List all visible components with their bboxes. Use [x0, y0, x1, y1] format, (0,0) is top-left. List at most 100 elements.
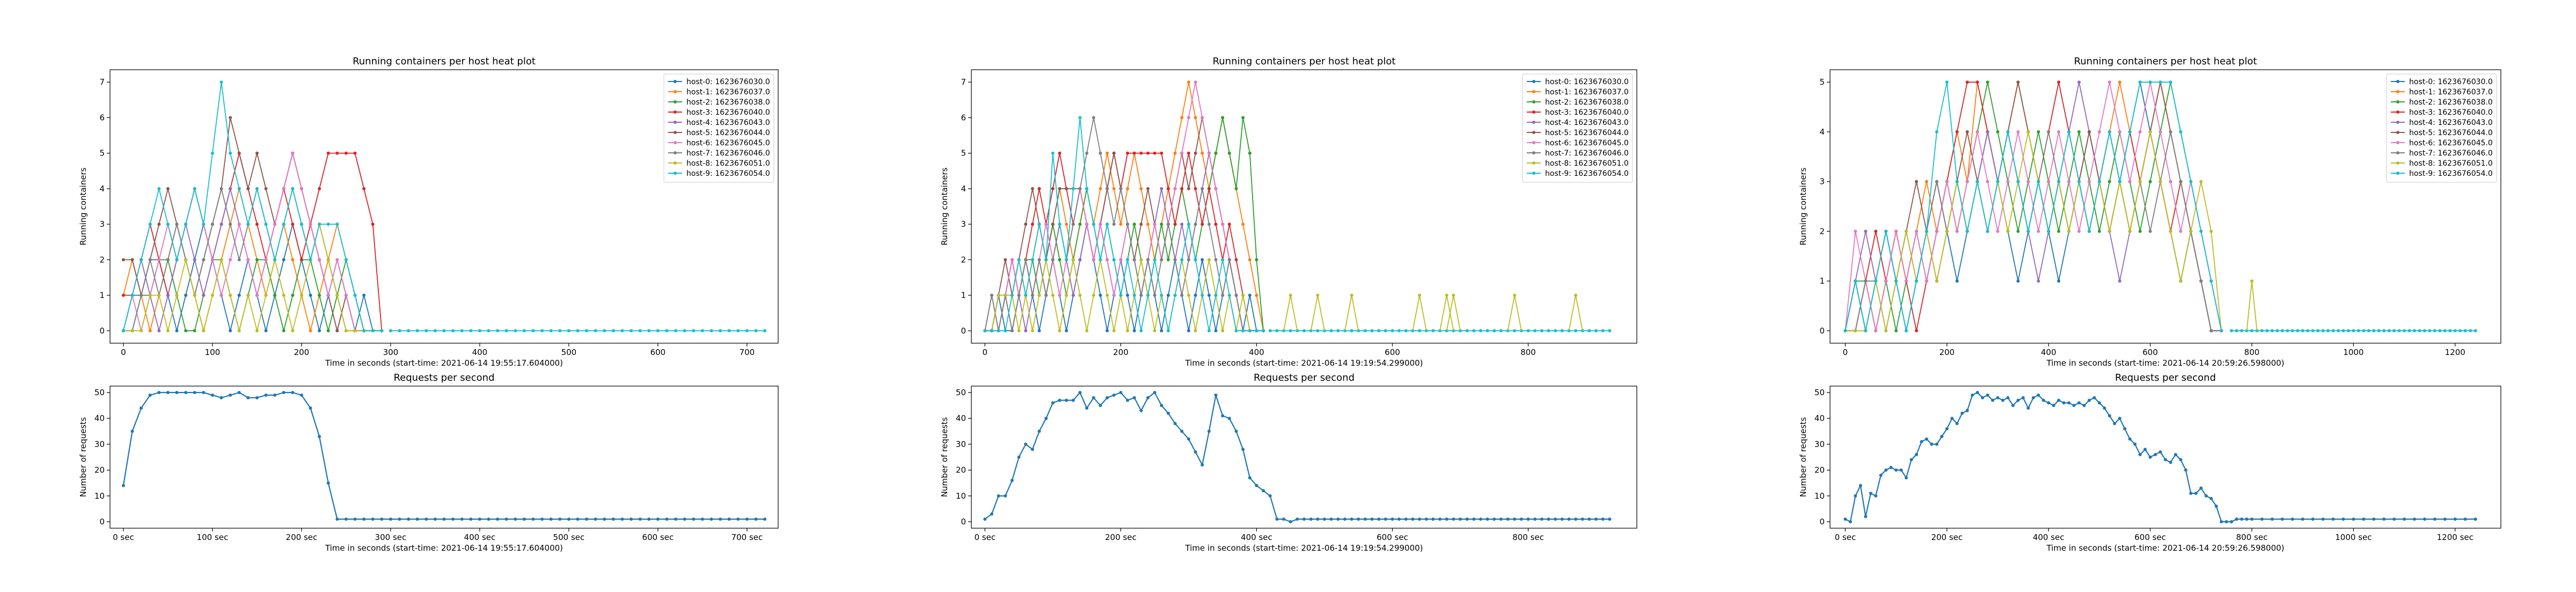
data-point: [1424, 517, 1428, 521]
legend-marker: [674, 80, 677, 83]
data-point: [1119, 391, 1123, 394]
x-tick-label: 0 sec: [975, 532, 996, 542]
idle-point: [2331, 329, 2335, 332]
data-point: [2021, 396, 2025, 399]
data-point: [219, 223, 223, 226]
data-point: [1106, 329, 1109, 332]
data-point: [504, 517, 508, 521]
data-point: [1085, 223, 1089, 226]
data-point: [2209, 230, 2213, 233]
data-point: [2067, 401, 2071, 405]
x-tick-label: 300 sec: [375, 532, 407, 542]
idle-baseline-series: [2230, 279, 2477, 332]
data-point: [1935, 279, 1938, 283]
data-point: [1234, 329, 1238, 332]
data-point: [1955, 279, 1959, 283]
data-point: [2473, 517, 2477, 521]
idle-point: [451, 329, 455, 332]
data-point: [763, 517, 767, 521]
data-point: [237, 391, 241, 394]
data-point: [1173, 258, 1177, 262]
x-axis-label: Time in seconds (start-time: 2021-06-14 …: [2046, 358, 2284, 368]
idle-point: [2275, 329, 2279, 332]
legend-marker: [1532, 131, 1535, 134]
idle-point: [2428, 329, 2432, 332]
plot-frame: [109, 69, 779, 344]
data-point: [1214, 187, 1218, 190]
data-point: [282, 223, 286, 226]
data-point: [2037, 393, 2040, 397]
data-point: [1221, 258, 1225, 262]
idle-point: [398, 329, 401, 332]
data-point: [1044, 293, 1048, 297]
data-point: [1234, 187, 1238, 190]
legend-marker: [1532, 172, 1535, 175]
idle-point: [415, 329, 419, 332]
data-point: [184, 223, 188, 226]
data-point: [415, 517, 419, 521]
data-point: [1017, 258, 1021, 262]
data-point: [237, 293, 241, 297]
data-point: [344, 293, 348, 297]
data-point: [1991, 398, 1994, 402]
data-point: [1241, 293, 1245, 297]
y-axis-label: Running containers: [78, 167, 88, 245]
data-point: [175, 391, 179, 394]
y-tick-label: 20: [1814, 465, 1825, 475]
data-point: [1078, 293, 1082, 297]
legend-marker: [674, 100, 677, 103]
data-point: [2392, 517, 2396, 521]
data-point: [335, 151, 339, 155]
data-point: [1153, 391, 1157, 394]
series-requests: [121, 391, 767, 521]
data-point: [1357, 517, 1360, 521]
idle-point: [1377, 329, 1381, 332]
data-point: [2220, 520, 2223, 523]
data-point: [1207, 430, 1211, 433]
idle-point: [2352, 329, 2355, 332]
x-tick-label: 800 sec: [2236, 532, 2268, 542]
data-point: [1874, 494, 1878, 498]
data-point: [229, 223, 232, 226]
data-point: [2128, 230, 2132, 233]
legend-marker: [2396, 80, 2399, 83]
data-point: [1146, 258, 1150, 262]
data-point: [2047, 401, 2051, 405]
data-point: [1854, 329, 1857, 332]
data-point: [246, 187, 250, 190]
data-point: [1986, 130, 1989, 134]
data-point: [1037, 258, 1041, 262]
x-tick-label: 400 sec: [1241, 532, 1272, 542]
idle-point: [1391, 329, 1394, 332]
data-point: [2123, 427, 2127, 431]
data-point: [1843, 329, 1847, 332]
idle-point: [2240, 329, 2243, 332]
data-point: [1058, 151, 1062, 155]
data-point: [576, 517, 580, 521]
x-tick-label: 0: [1843, 347, 1848, 357]
data-point: [1106, 223, 1109, 226]
data-point: [2016, 130, 2020, 134]
y-tick-label: 10: [1814, 491, 1825, 501]
data-point: [202, 293, 206, 297]
data-point: [2372, 517, 2376, 521]
idle-point: [478, 329, 481, 332]
idle-point: [656, 329, 660, 332]
data-point: [2199, 180, 2203, 183]
data-point: [1227, 293, 1231, 297]
data-point: [326, 258, 330, 262]
data-point: [1935, 130, 1938, 134]
data-point: [2047, 130, 2051, 134]
data-point: [2423, 517, 2426, 521]
data-point: [1965, 180, 1969, 183]
data-point: [2321, 517, 2325, 521]
data-point: [1221, 293, 1225, 297]
legend-box: [2386, 73, 2497, 183]
y-tick-label: 0: [1819, 326, 1825, 336]
idle-point: [1526, 329, 1530, 332]
x-tick-label: 700 sec: [731, 532, 763, 542]
data-point: [2138, 130, 2142, 134]
data-point: [166, 293, 170, 297]
data-point: [1905, 279, 1908, 283]
data-point: [1864, 279, 1868, 283]
